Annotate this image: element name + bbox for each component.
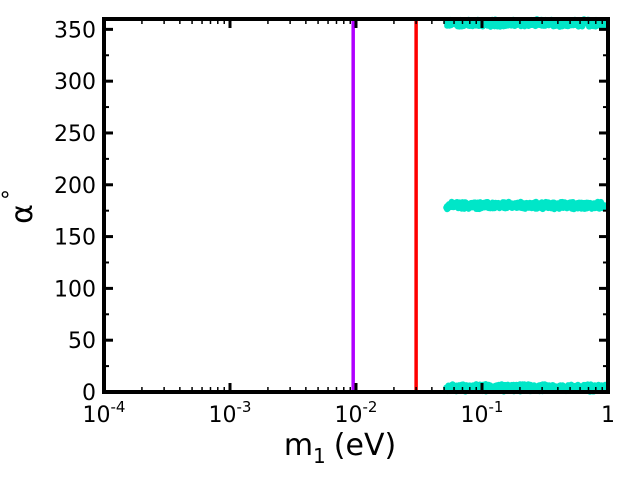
x-tick-label-base: 10 [209,403,237,428]
x-axis-title-main: m [284,428,313,463]
x-tick-label-base: 10 [461,403,489,428]
x-axis-title-unit: (eV) [334,428,396,463]
x-axis-title: m1 (eV) [284,428,396,468]
y-tick-label: 250 [54,122,96,147]
y-axis-title-main: α [5,204,40,224]
x-tick-label: 10-2 [335,398,378,428]
x-tick-label: 1 [601,403,615,428]
x-tick-label-exponent: -1 [489,398,504,416]
x-tick-label-base: 10 [335,403,363,428]
y-tick-label: 200 [54,174,96,199]
chart-marks [351,16,609,395]
scatter-band-2 [443,198,609,213]
x-tick-label-exponent: -2 [363,398,378,416]
x-tick-label-exponent: -3 [237,398,252,416]
y-tick-label: 50 [68,329,96,354]
y-tick-label: 0 [82,381,96,406]
x-axis-title-subscript: 1 [313,444,326,468]
y-tick-label: 300 [54,70,96,95]
x-tick-label: 10-3 [209,398,252,428]
y-tick-label: 100 [54,277,96,302]
y-axis-title: α ° [0,189,40,224]
x-tick-label-base: 10 [83,403,111,428]
y-axis-title-superscript: ° [0,189,24,200]
x-tick-label: 10-1 [461,398,504,428]
x-tick-label-exponent: -4 [111,398,126,416]
x-tick-label-base: 1 [601,403,615,428]
x-tick-label: 10-4 [83,398,126,428]
y-tick-label: 350 [54,18,96,43]
y-tick-label: 150 [54,226,96,251]
